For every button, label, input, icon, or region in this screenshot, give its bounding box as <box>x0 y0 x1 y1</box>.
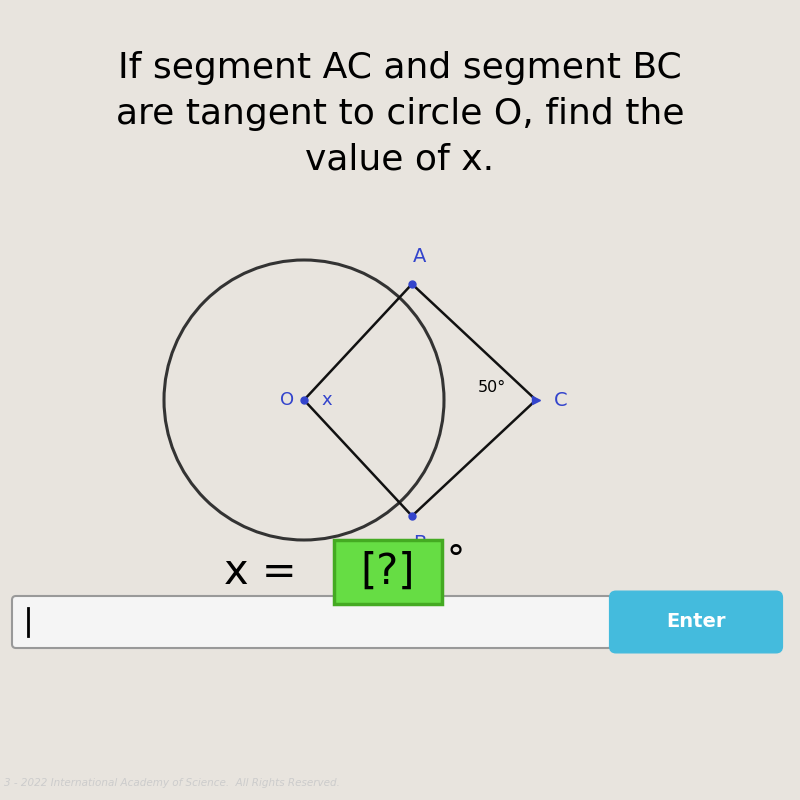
FancyBboxPatch shape <box>12 596 612 648</box>
FancyBboxPatch shape <box>610 591 782 653</box>
Text: x =: x = <box>224 551 310 593</box>
Text: are tangent to circle O, find the: are tangent to circle O, find the <box>116 97 684 130</box>
Text: 3 - 2022 International Academy of Science.  All Rights Reserved.: 3 - 2022 International Academy of Scienc… <box>4 778 340 788</box>
Text: If segment AC and segment BC: If segment AC and segment BC <box>118 51 682 85</box>
Text: °: ° <box>446 543 465 577</box>
Text: A: A <box>414 247 426 266</box>
Text: value of x.: value of x. <box>306 143 494 177</box>
FancyBboxPatch shape <box>334 540 442 604</box>
Text: [?]: [?] <box>361 551 415 593</box>
Text: 50°: 50° <box>478 381 506 395</box>
Text: C: C <box>554 390 567 410</box>
Text: O: O <box>280 391 294 409</box>
Text: Enter: Enter <box>666 612 726 631</box>
Text: x: x <box>322 391 332 409</box>
Text: B: B <box>414 534 426 553</box>
